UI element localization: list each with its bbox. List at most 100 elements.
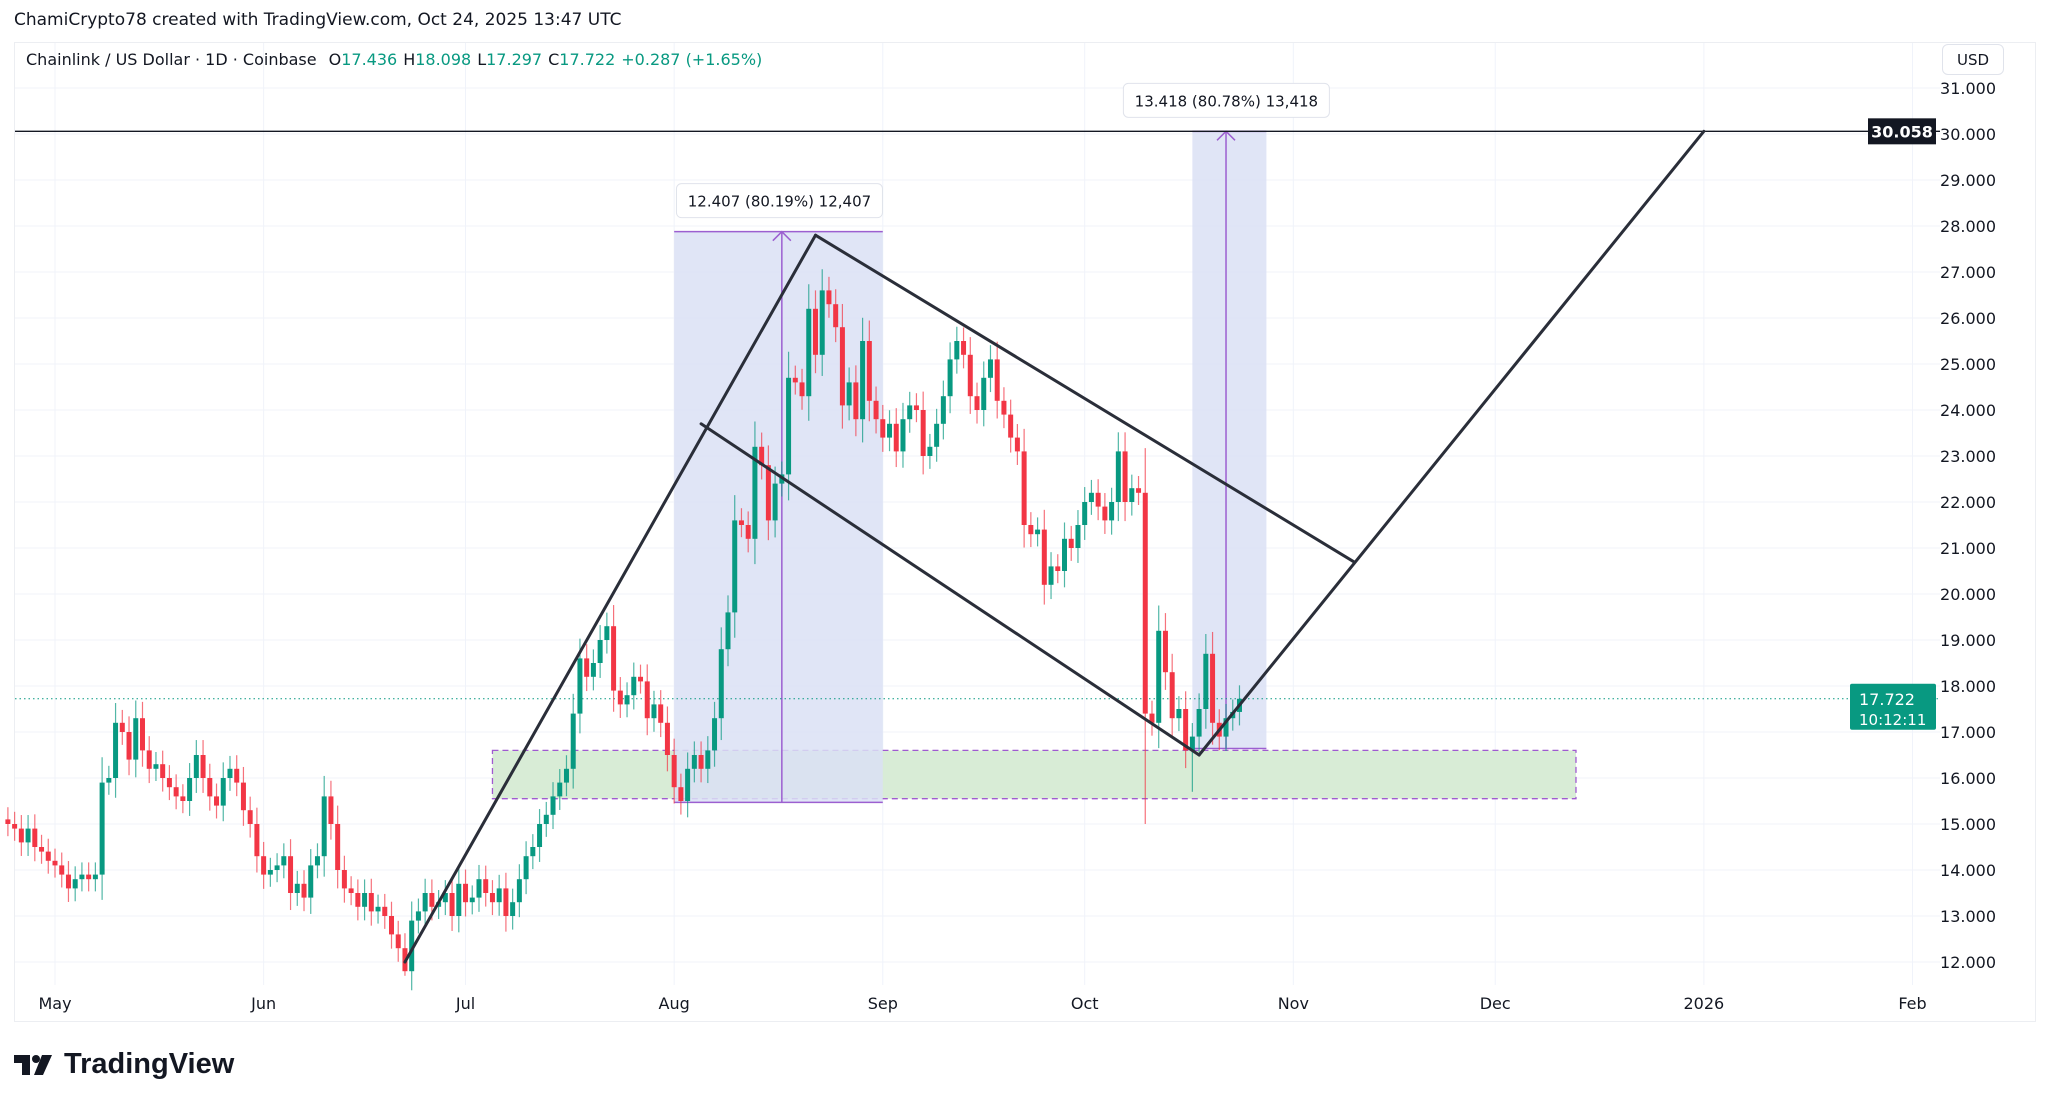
candle-body [738, 520, 744, 525]
current-price-tag [1850, 683, 1936, 730]
candle-body [449, 893, 455, 916]
candle-body [193, 755, 199, 778]
candle-body [1075, 525, 1081, 548]
candle-body [537, 824, 543, 847]
candle-body [314, 856, 320, 866]
symbol-legend: Chainlink / US Dollar · 1D · Coinbase O1… [26, 50, 762, 69]
candle-body [1068, 538, 1074, 548]
candle-body [160, 764, 166, 778]
low-label: L [477, 50, 487, 69]
candle-body [321, 796, 327, 857]
candle-body [846, 382, 852, 406]
candle-body [907, 405, 913, 420]
candle-body [261, 856, 267, 875]
low-value: 17.297 [486, 50, 543, 69]
candle-body [725, 612, 731, 650]
candle-body [651, 704, 657, 719]
candle-body [113, 722, 119, 778]
candle-body [166, 778, 172, 788]
candle-body [833, 304, 839, 328]
candle-body [267, 870, 273, 875]
candle-body [139, 718, 145, 751]
candle-body [927, 446, 933, 456]
symbol-title[interactable]: Chainlink / US Dollar · 1D · Coinbase [26, 50, 317, 69]
support-zone [491, 749, 1577, 800]
candle-body [1203, 653, 1209, 709]
x-tick-label: Nov [1278, 994, 1309, 1013]
trend-line [1197, 129, 1706, 757]
candle-body [382, 906, 388, 916]
candle-body [375, 906, 381, 912]
candle-body [1035, 529, 1041, 535]
candle-body [1082, 502, 1088, 525]
open-value: 17.436 [341, 50, 398, 69]
candle-body [79, 874, 85, 880]
candle-body [1196, 709, 1202, 737]
candle-body [456, 883, 462, 916]
y-tick-label: 29.000 [1940, 171, 1996, 190]
candle-body [570, 713, 576, 769]
candle-body [900, 419, 906, 452]
candle-body [786, 377, 792, 475]
candle-body [712, 718, 718, 751]
candle-body [887, 423, 893, 438]
currency-button[interactable]: USD [1942, 44, 2004, 75]
candle-body [516, 879, 522, 903]
chart-panel[interactable] [14, 42, 2036, 1022]
candle-body [92, 874, 98, 880]
y-tick-label: 17.000 [1940, 723, 1996, 742]
candle-body [86, 874, 92, 880]
candle-body [281, 856, 287, 866]
candle-body [442, 893, 448, 903]
candle-body [671, 755, 677, 788]
high-label: H [403, 50, 416, 69]
candle-body [220, 778, 226, 806]
candle-body [819, 290, 825, 355]
candle-body [873, 400, 879, 420]
candle-body [180, 796, 186, 801]
candle-body [12, 824, 18, 829]
candle-body [254, 824, 260, 857]
y-tick-label: 23.000 [1940, 447, 1996, 466]
measurement-label: 13.418 (80.78%) 13,418 [1135, 92, 1318, 110]
candle-body [328, 796, 334, 824]
candle-body [1169, 672, 1175, 719]
candle-body [422, 893, 428, 912]
open-label: O [328, 50, 342, 69]
current-price-label: 17.722 [1859, 690, 1915, 709]
candle-body [1109, 502, 1115, 521]
candle-body [584, 658, 590, 677]
candle-body [611, 626, 617, 691]
candle-body [1062, 538, 1067, 571]
y-tick-label: 15.000 [1940, 815, 1996, 834]
y-tick-label: 24.000 [1940, 401, 1996, 420]
candle-body [308, 865, 314, 898]
candle-body [1122, 451, 1128, 502]
candle-body [173, 787, 179, 797]
candle-body [65, 874, 71, 889]
candle-body [288, 856, 294, 893]
candle-body [806, 308, 812, 397]
y-tick-label: 20.000 [1940, 585, 1996, 604]
candle-body [530, 847, 536, 857]
y-tick-label: 19.000 [1940, 631, 1996, 650]
candle-body [463, 883, 469, 903]
candle-body [489, 893, 495, 903]
brand-name: TradingView [64, 1048, 235, 1080]
candle-body [631, 676, 637, 696]
candle-body [1210, 653, 1216, 723]
candle-body [698, 755, 704, 769]
candle-body [967, 354, 973, 397]
candle-body [32, 828, 38, 847]
candle-body [1095, 492, 1101, 507]
candle-body [718, 649, 724, 719]
horizontal-level-price-tag [1868, 118, 1936, 145]
candle-body [362, 893, 368, 907]
candle-body [72, 879, 78, 889]
candle-body [590, 663, 596, 677]
change-value: +0.287 (+1.65%) [621, 50, 763, 69]
candle-body [341, 870, 347, 889]
candle-countdown-label: 10:12:11 [1859, 711, 1926, 729]
close-value: 17.722 [559, 50, 616, 69]
